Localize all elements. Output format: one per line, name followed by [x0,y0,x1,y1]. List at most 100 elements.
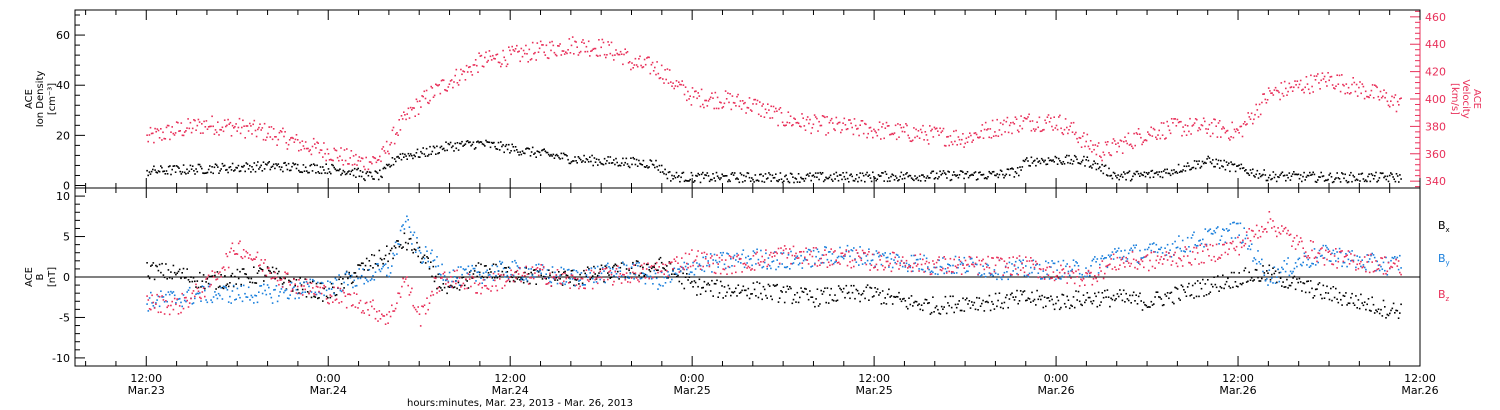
data-point [699,293,702,295]
data-point [185,276,187,279]
data-point [768,285,771,287]
data-point [1132,147,1134,150]
data-point [462,268,465,270]
data-point [382,146,385,148]
data-point [958,174,961,176]
data-point [758,264,761,266]
data-point [583,154,585,157]
data-point [343,149,346,151]
data-point [300,149,302,151]
data-point [340,174,342,176]
data-point [369,301,372,303]
data-point [350,274,353,277]
data-point [1390,100,1392,102]
data-point [1116,151,1118,153]
data-point [531,266,534,268]
data-point [469,66,471,68]
data-point [1297,86,1300,89]
data-point [205,281,207,283]
data-point [1304,291,1307,294]
data-point [258,270,260,272]
data-point [644,277,647,279]
y-right-tick-label: 420 [1425,66,1446,79]
data-point [840,288,842,291]
data-point [996,278,998,281]
data-point [617,270,619,273]
data-point [463,144,466,146]
data-point [202,132,204,134]
data-point [516,269,519,272]
data-point [230,135,233,137]
data-point [529,282,531,285]
data-point [1171,243,1174,245]
data-point [907,134,909,137]
data-point [633,264,635,266]
data-point [953,311,955,314]
data-point [772,177,775,179]
data-point [1286,94,1288,96]
data-point [622,273,624,276]
data-point [1351,180,1353,183]
data-point [389,143,391,146]
data-point [1252,122,1254,125]
data-point [216,297,219,300]
data-point [526,279,529,282]
data-point [1073,154,1076,157]
data-point [1370,89,1373,92]
data-point [954,174,956,176]
data-point [1326,179,1328,182]
data-point [1145,172,1148,174]
data-point [835,116,838,119]
data-point [497,273,500,275]
data-point [378,249,381,252]
data-point [1065,306,1067,308]
data-point [603,270,605,272]
data-point [839,263,841,265]
data-point [348,273,350,275]
data-point [664,168,666,171]
data-point [608,266,610,268]
data-point [746,262,748,264]
data-point [254,258,256,260]
data-point [645,274,648,276]
data-point [1159,175,1162,178]
data-point [407,242,409,245]
data-point [874,266,876,268]
data-point [817,251,820,253]
data-point [147,299,150,301]
data-point [1289,270,1292,273]
data-point [570,273,573,275]
series-By [146,215,1402,312]
data-point [1313,173,1316,176]
data-point [412,251,414,254]
data-point [716,175,719,177]
data-point [915,178,917,180]
data-point [880,303,883,305]
data-point [777,247,780,250]
data-point [743,289,746,292]
data-point [487,59,489,62]
data-point [574,40,576,43]
data-point [805,247,807,249]
data-point [753,269,756,271]
data-point [359,299,362,302]
data-point [1345,253,1347,255]
data-point [269,272,271,274]
data-point [766,265,768,268]
data-point [749,180,752,182]
data-point [660,270,663,272]
data-point [905,173,907,175]
data-point [1013,123,1016,125]
data-point [221,298,224,300]
data-point [591,49,593,52]
data-point [368,161,371,163]
data-point [507,278,510,281]
data-point [222,287,225,290]
data-point [696,255,698,258]
data-point [1060,161,1062,164]
data-point [188,302,191,304]
data-point [950,271,953,273]
data-point [365,172,367,175]
data-point [1229,223,1232,225]
data-point [615,49,617,51]
